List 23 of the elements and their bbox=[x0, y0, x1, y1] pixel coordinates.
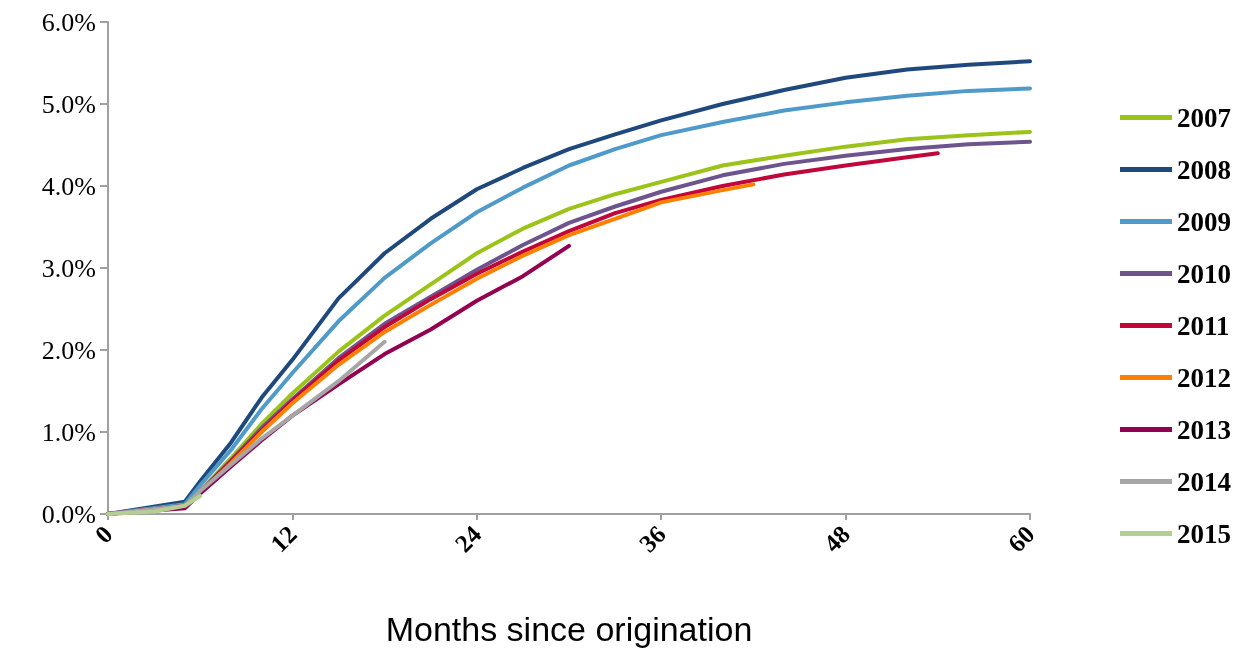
x-tick-label: 24 bbox=[449, 520, 487, 558]
x-tick-label: 60 bbox=[1002, 520, 1040, 558]
legend-label: 2014 bbox=[1177, 466, 1231, 497]
y-tick-label: 3.0% bbox=[41, 253, 96, 283]
y-tick-label: 6.0% bbox=[41, 7, 96, 37]
legend-label: 2008 bbox=[1177, 154, 1231, 185]
y-tick-label: 2.0% bbox=[41, 335, 96, 365]
legend-label: 2009 bbox=[1177, 206, 1231, 237]
legend-label: 2013 bbox=[1177, 414, 1231, 445]
legend-label: 2007 bbox=[1177, 102, 1231, 133]
y-tick-label: 1.0% bbox=[41, 417, 96, 447]
legend-label: 2010 bbox=[1177, 258, 1231, 289]
legend-label: 2015 bbox=[1177, 518, 1231, 549]
x-axis-title: Months since origination bbox=[385, 610, 753, 648]
y-tick-label: 4.0% bbox=[41, 171, 96, 201]
x-tick-label: 48 bbox=[818, 520, 856, 558]
line-series bbox=[106, 493, 203, 516]
x-tick-label: 12 bbox=[265, 520, 302, 558]
y-tick-label: 0.0% bbox=[41, 499, 96, 529]
y-tick-label: 5.0% bbox=[41, 89, 96, 119]
legend-label: 2011 bbox=[1177, 310, 1230, 341]
x-tick-label: 36 bbox=[633, 520, 671, 558]
legend-label: 2012 bbox=[1177, 362, 1231, 393]
